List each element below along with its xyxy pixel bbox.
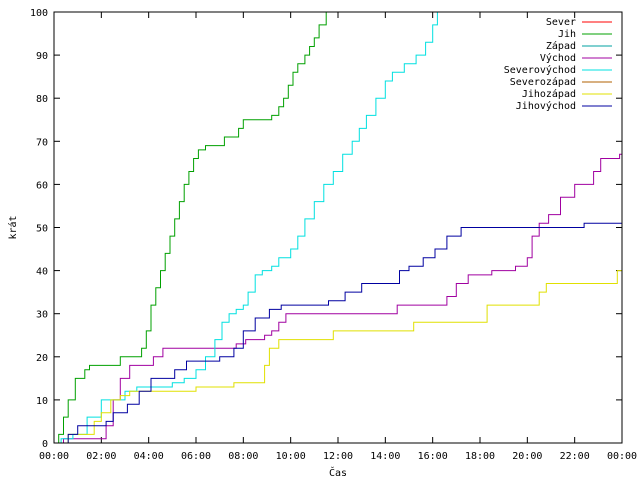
legend-label: Severozápad (510, 76, 576, 88)
plot-frame (53, 11, 623, 444)
y-tick-label: 0 (42, 439, 48, 450)
series-line (54, 149, 623, 444)
legend-label: Východ (540, 52, 576, 64)
x-tick-label: 00:00 (39, 451, 69, 462)
y-axis-ticks: 0 10 20 30 40 50 60 70 80 90 100 (30, 8, 622, 450)
series-line (54, 12, 327, 444)
x-tick-label: 02:00 (86, 451, 116, 462)
legend-label: Západ (546, 40, 576, 52)
x-tick-label: 06:00 (181, 451, 211, 462)
y-tick-label: 50 (36, 224, 48, 235)
y-axis-label: krát (7, 215, 19, 239)
legend-label: Jih (558, 29, 576, 40)
x-tick-label: 00:00 (607, 451, 637, 462)
legend-label: Severovýchod (504, 64, 576, 76)
legend-label: Sever (546, 17, 576, 28)
y-tick-label: 30 (36, 310, 48, 321)
y-tick-label: 90 (36, 51, 48, 62)
legend-label: Jihovýchod (516, 100, 576, 112)
y-tick-label: 70 (36, 137, 48, 148)
x-tick-label: 12:00 (323, 451, 353, 462)
x-tick-label: 14:00 (370, 451, 400, 462)
x-tick-label: 10:00 (276, 451, 306, 462)
series-line (54, 270, 622, 444)
x-tick-label: 20:00 (512, 451, 542, 462)
x-axis-ticks: 00:00 02:00 04:00 06:00 08:00 10:00 12:00 14:00… (39, 12, 637, 462)
series-line (54, 222, 622, 444)
x-tick-label: 18:00 (465, 451, 495, 462)
y-tick-label: 10 (36, 396, 48, 407)
y-tick-label: 80 (36, 94, 48, 105)
y-tick-label: 40 (36, 267, 48, 278)
x-tick-label: 22:00 (560, 451, 590, 462)
y-tick-label: 100 (30, 8, 48, 19)
series-layer (54, 12, 623, 444)
legend-label: Jihozápad (522, 88, 576, 100)
y-tick-label: 60 (36, 180, 48, 191)
x-tick-label: 16:00 (418, 451, 448, 462)
x-tick-label: 08:00 (228, 451, 258, 462)
x-tick-label: 04:00 (134, 451, 164, 462)
series-line (54, 12, 438, 444)
x-axis-label: Čas (329, 466, 347, 479)
y-tick-label: 20 (36, 353, 48, 364)
legend: SeverJihZápadVýchodSeverovýchodSeverozáp… (504, 17, 612, 112)
